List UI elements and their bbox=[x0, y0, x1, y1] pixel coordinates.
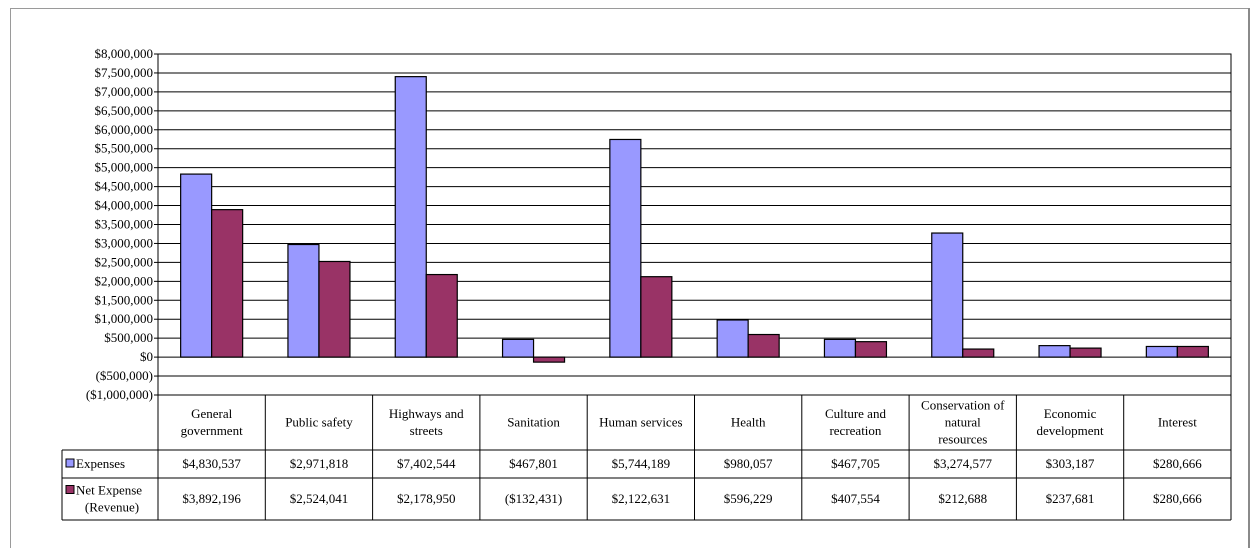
expenses-bar bbox=[394, 76, 427, 358]
net-expense-bar bbox=[747, 333, 780, 358]
category-label: resources bbox=[938, 432, 987, 447]
data-label: $212,688 bbox=[938, 491, 987, 506]
y-tick-label: $8,000,000 bbox=[95, 46, 154, 61]
net-expense-bar bbox=[854, 341, 888, 358]
y-tick-label: $1,500,000 bbox=[95, 292, 154, 307]
data-label: $2,122,631 bbox=[612, 491, 671, 506]
category-label: Economic bbox=[1044, 406, 1097, 421]
y-tick-label: $1,000,000 bbox=[95, 311, 154, 326]
data-label: $7,402,544 bbox=[397, 456, 456, 471]
category-label: Highways and bbox=[389, 406, 464, 421]
data-label: $467,801 bbox=[509, 456, 558, 471]
chart-frame bbox=[10, 8, 1250, 548]
y-tick-label: $2,000,000 bbox=[95, 273, 154, 288]
category-label: natural bbox=[945, 415, 981, 430]
chart-frame-edge bbox=[1248, 8, 1250, 548]
category-label: recreation bbox=[829, 423, 881, 438]
y-tick-label: ($500,000) bbox=[96, 368, 153, 383]
data-label: $280,666 bbox=[1153, 456, 1202, 471]
data-label: $3,892,196 bbox=[182, 491, 241, 506]
expenses-bar bbox=[1145, 345, 1178, 358]
category-label: Human services bbox=[599, 415, 682, 430]
data-label: $2,178,950 bbox=[397, 491, 456, 506]
y-tick-label: $7,000,000 bbox=[95, 84, 154, 99]
data-label: $596,229 bbox=[724, 491, 773, 506]
data-label: $237,681 bbox=[1046, 491, 1095, 506]
y-tick-label: $2,500,000 bbox=[95, 254, 154, 269]
net-expense-bar bbox=[1069, 347, 1102, 358]
y-tick-label: ($1,000,000) bbox=[86, 387, 153, 402]
expenses-bar bbox=[823, 338, 857, 358]
category-label: Culture and bbox=[825, 406, 887, 421]
expenses-bar bbox=[1038, 345, 1071, 358]
data-label: $2,971,818 bbox=[290, 456, 349, 471]
expenses-bar bbox=[501, 338, 535, 358]
y-tick-label: $7,500,000 bbox=[95, 65, 154, 80]
data-label: $467,705 bbox=[831, 456, 880, 471]
category-label: Sanitation bbox=[507, 415, 560, 430]
category-label: Interest bbox=[1158, 415, 1197, 430]
data-label: $303,187 bbox=[1046, 456, 1095, 471]
expenses-bar bbox=[716, 319, 749, 358]
category-label: Public safety bbox=[285, 415, 353, 430]
data-label: $2,524,041 bbox=[290, 491, 349, 506]
net-expense-bar bbox=[640, 276, 673, 358]
y-tick-label: $6,500,000 bbox=[95, 103, 154, 118]
series-name: Net Expense bbox=[76, 483, 142, 498]
y-tick-label: $0 bbox=[140, 349, 153, 364]
data-label: $407,554 bbox=[831, 491, 880, 506]
y-tick-label: $6,000,000 bbox=[95, 122, 154, 137]
expenses-bar bbox=[931, 232, 964, 358]
category-label: streets bbox=[410, 423, 443, 438]
data-label: $980,057 bbox=[724, 456, 773, 471]
category-label: Health bbox=[731, 415, 766, 430]
expenses-legend-key bbox=[65, 458, 75, 468]
data-label: $3,274,577 bbox=[934, 456, 993, 471]
data-label: $4,830,537 bbox=[182, 456, 241, 471]
net-expense-bar bbox=[211, 209, 244, 358]
series-name: Expenses bbox=[76, 456, 125, 471]
data-label: $5,744,189 bbox=[612, 456, 671, 471]
data-label: ($132,431) bbox=[505, 491, 562, 506]
net-expense-bar bbox=[962, 348, 995, 358]
net-expense-bar bbox=[425, 273, 458, 358]
net-expense-bar bbox=[1176, 345, 1209, 358]
category-label: government bbox=[181, 423, 243, 438]
expenses-bar bbox=[609, 138, 642, 358]
category-label: Conservation of bbox=[921, 398, 1005, 413]
y-tick-label: $4,500,000 bbox=[95, 179, 154, 194]
y-tick-label: $5,000,000 bbox=[95, 160, 154, 175]
category-label: General bbox=[191, 406, 233, 421]
net-expense-bar bbox=[532, 356, 566, 363]
expenses-bar bbox=[287, 243, 320, 358]
expenses-bar bbox=[180, 173, 213, 358]
series-name: (Revenue) bbox=[85, 500, 139, 515]
y-tick-label: $3,000,000 bbox=[95, 235, 154, 250]
y-tick-label: $3,500,000 bbox=[95, 217, 154, 232]
data-label: $280,666 bbox=[1153, 491, 1202, 506]
y-tick-label: $5,500,000 bbox=[95, 141, 154, 156]
net-expense-legend-key bbox=[65, 485, 75, 494]
net-expense-bar bbox=[318, 260, 351, 358]
category-label: development bbox=[1036, 423, 1104, 438]
y-tick-label: $500,000 bbox=[104, 330, 153, 345]
y-tick-label: $4,000,000 bbox=[95, 198, 154, 213]
